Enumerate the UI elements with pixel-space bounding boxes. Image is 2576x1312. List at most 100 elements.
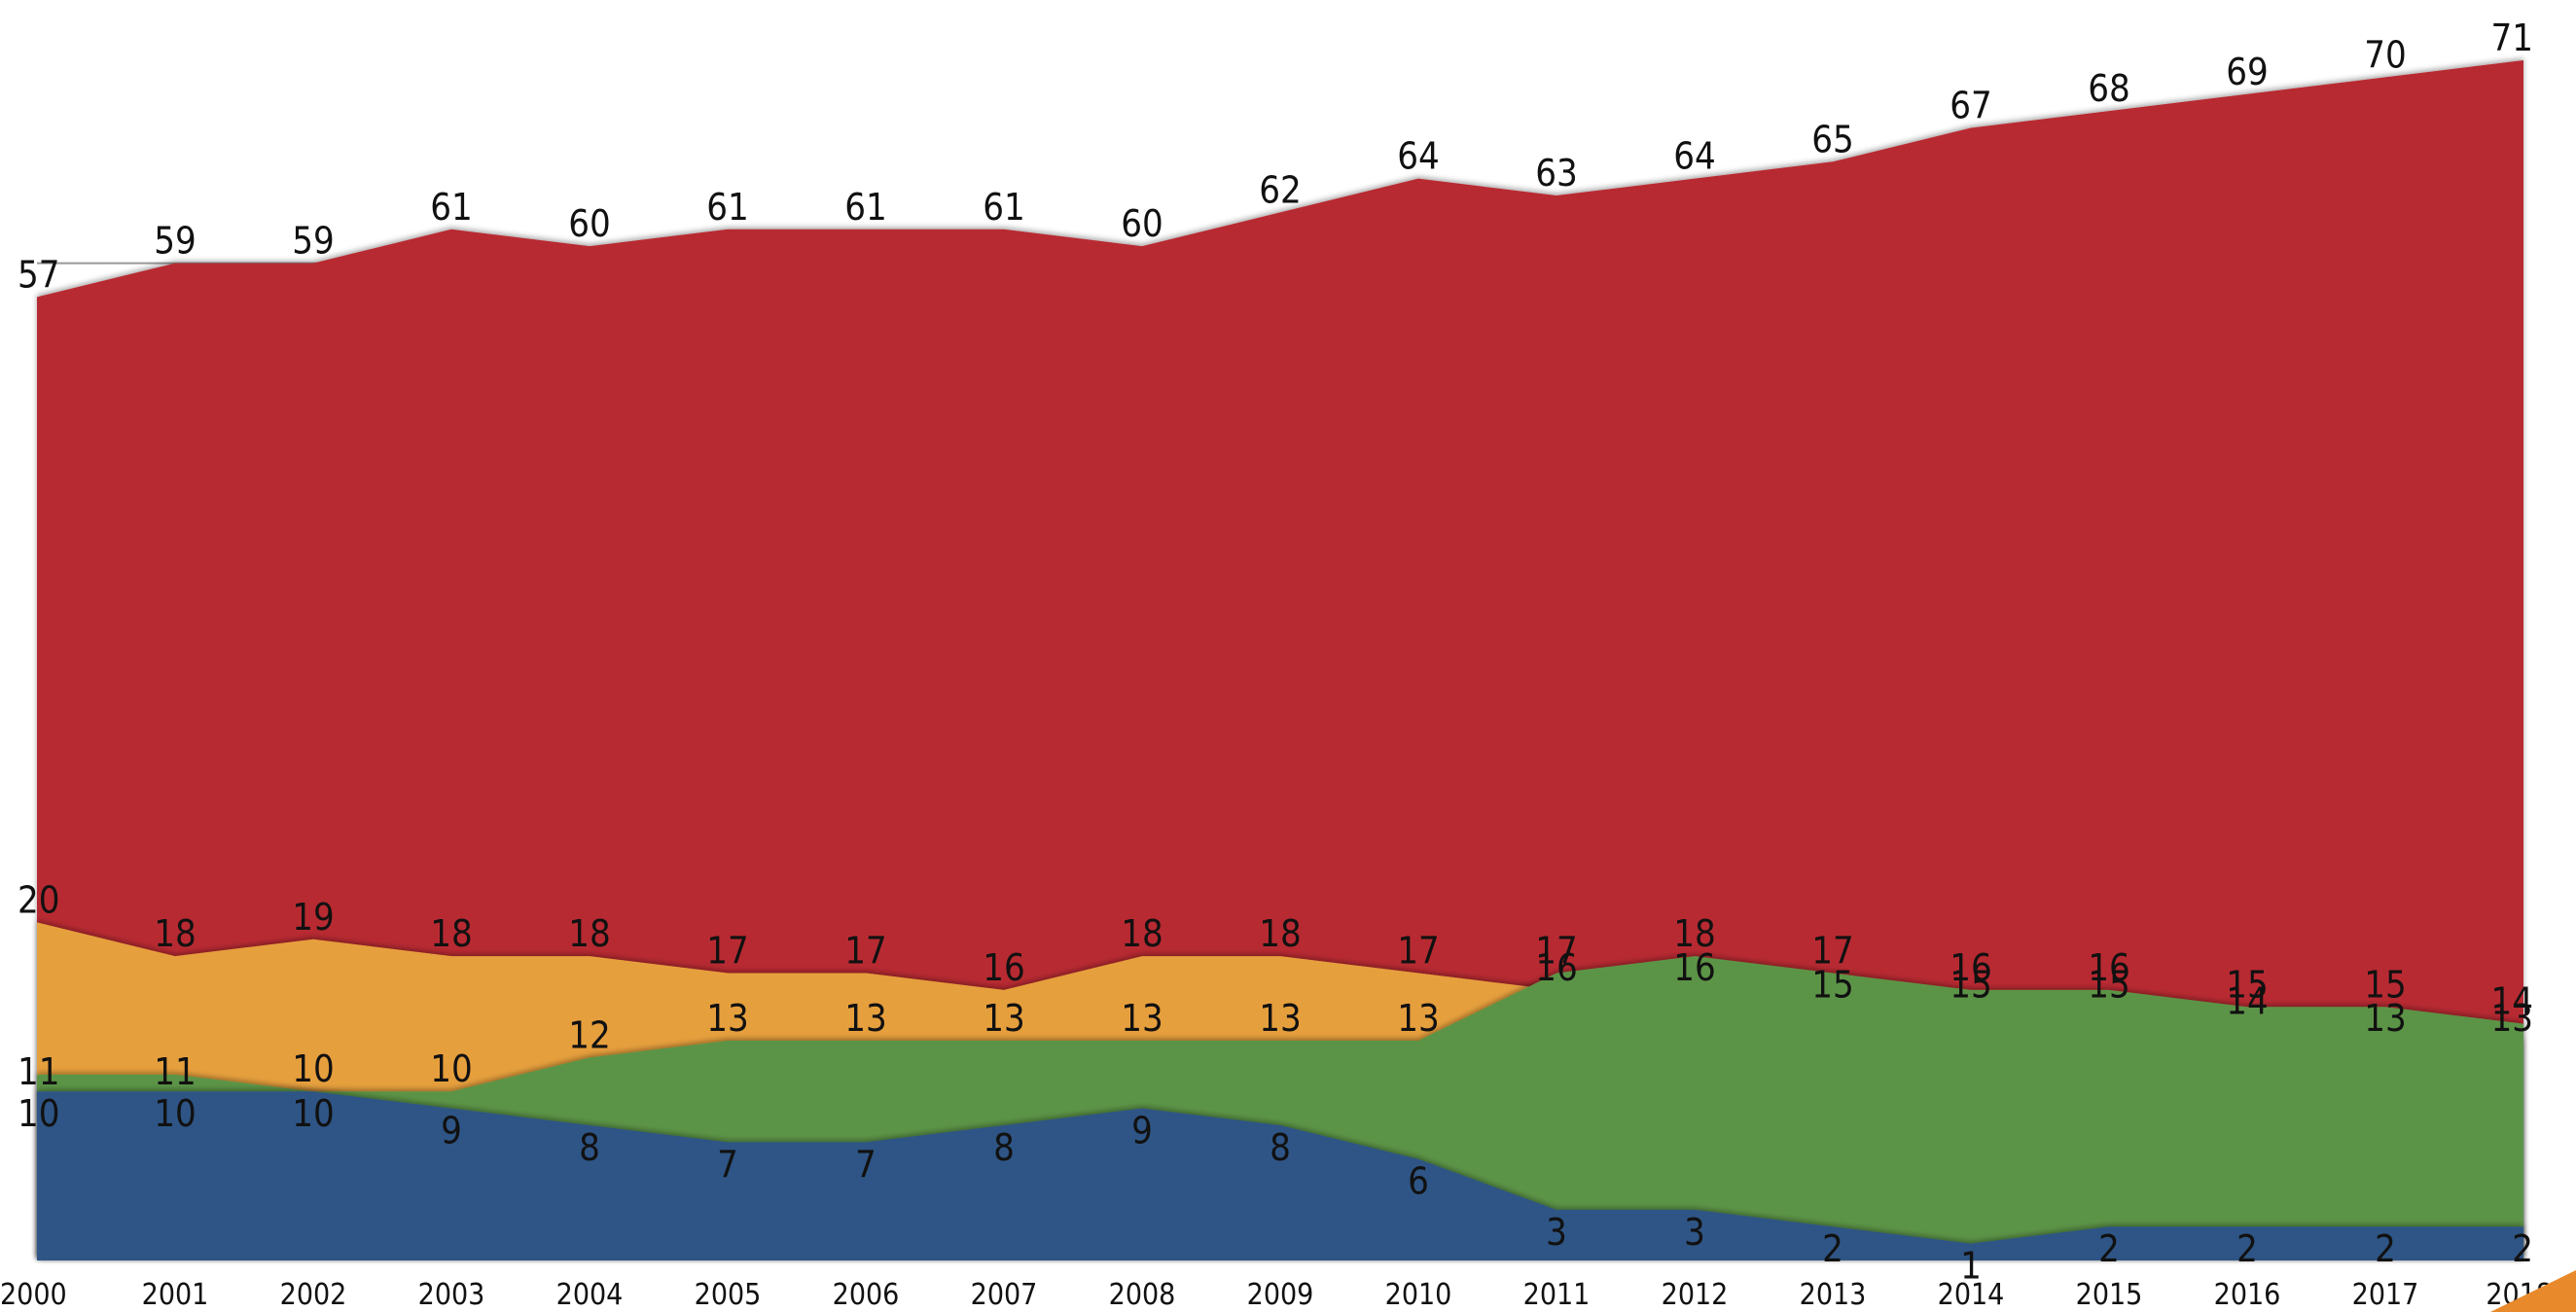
x-tick-label: 2010 — [1385, 1278, 1452, 1312]
data-label: 16 — [1950, 946, 1992, 989]
data-label: 70 — [2364, 33, 2407, 76]
data-label: 14 — [2491, 980, 2534, 1023]
x-tick-label: 2011 — [1523, 1278, 1591, 1312]
data-label: 7 — [717, 1143, 738, 1186]
corner-accent-shape — [2490, 1270, 2576, 1312]
data-label: 13 — [2364, 997, 2407, 1040]
data-label: 17 — [706, 930, 749, 973]
data-label: 65 — [1811, 118, 1854, 160]
data-label: 19 — [292, 896, 335, 939]
data-label: 10 — [18, 1092, 60, 1135]
data-label: 60 — [568, 202, 611, 245]
data-label: 17 — [844, 930, 887, 973]
data-label: 69 — [2226, 51, 2269, 93]
data-label: 10 — [154, 1092, 197, 1135]
data-label: 6 — [1408, 1160, 1429, 1203]
data-label: 18 — [568, 912, 611, 955]
series-area-3 — [37, 1091, 2523, 1260]
data-label: 1 — [1960, 1245, 1982, 1288]
data-label: 10 — [292, 1092, 335, 1135]
data-label: 18 — [430, 912, 473, 955]
data-label: 17 — [1397, 930, 1440, 973]
x-tick-label: 2001 — [142, 1278, 209, 1312]
x-tick-label: 2015 — [2076, 1278, 2143, 1312]
x-tick-label: 2007 — [971, 1278, 1038, 1312]
x-tick-label: 2003 — [418, 1278, 485, 1312]
data-label: 2 — [2512, 1227, 2533, 1270]
data-label: 10 — [430, 1047, 473, 1090]
data-label: 13 — [706, 997, 749, 1040]
data-label: 59 — [154, 220, 197, 263]
data-label: 16 — [983, 946, 1025, 989]
data-label: 2 — [2236, 1227, 2258, 1270]
data-label: 7 — [855, 1143, 877, 1186]
data-label: 18 — [1259, 912, 1302, 955]
data-label: 9 — [1131, 1110, 1153, 1152]
data-label: 13 — [2491, 997, 2534, 1040]
x-axis-ticks: 2000 2001 2002 2003 2004 2005 2006 2007 2008 2009… — [0, 1278, 2553, 1312]
data-label: 18 — [1121, 912, 1163, 955]
data-label: 16 — [2088, 946, 2130, 989]
data-label: 13 — [844, 997, 887, 1040]
data-label: 8 — [579, 1126, 600, 1169]
data-label: 13 — [1259, 997, 1302, 1040]
data-label: 18 — [1673, 912, 1716, 955]
data-label: 61 — [706, 186, 749, 229]
data-label: 61 — [983, 186, 1025, 229]
data-label: 3 — [1546, 1211, 1567, 1254]
data-label: 13 — [1397, 997, 1440, 1040]
data-label: 2 — [2098, 1227, 2120, 1270]
data-label: 16 — [1673, 946, 1716, 989]
x-tick-label: 2012 — [1662, 1278, 1729, 1312]
series-areas — [37, 60, 2523, 1260]
data-label: 18 — [154, 912, 197, 955]
data-label: 15 — [1950, 963, 1992, 1006]
data-label: 15 — [1811, 963, 1854, 1006]
data-label: 67 — [1950, 85, 1992, 127]
series-area-0 — [37, 60, 2523, 1260]
data-label: 9 — [441, 1110, 462, 1152]
x-tick-label: 2016 — [2214, 1278, 2281, 1312]
data-label: 20 — [18, 878, 60, 921]
data-label: 62 — [1259, 168, 1302, 211]
data-label: 68 — [2088, 67, 2130, 110]
data-label: 8 — [993, 1126, 1015, 1169]
data-label: 17 — [1535, 930, 1578, 973]
x-tick-label: 2014 — [1938, 1278, 2005, 1312]
data-label: 64 — [1673, 135, 1716, 178]
data-label: 15 — [2226, 963, 2269, 1006]
x-tick-label: 2013 — [1800, 1278, 1867, 1312]
x-tick-label: 2005 — [695, 1278, 762, 1312]
data-label: 59 — [292, 220, 335, 263]
data-label: 12 — [568, 1013, 611, 1056]
data-label: 64 — [1397, 135, 1440, 178]
data-label: 13 — [1121, 997, 1163, 1040]
x-tick-label: 2002 — [280, 1278, 347, 1312]
data-label: 15 — [2088, 963, 2130, 1006]
data-label: 57 — [18, 253, 60, 296]
data-label: 11 — [18, 1050, 60, 1093]
x-tick-label: 2017 — [2352, 1278, 2419, 1312]
x-tick-label: 2008 — [1109, 1278, 1176, 1312]
data-label: 3 — [1684, 1211, 1705, 1254]
x-tick-label: 2006 — [833, 1278, 900, 1312]
data-label: 13 — [983, 997, 1025, 1040]
data-label: 63 — [1535, 152, 1578, 195]
data-label: 2 — [2375, 1227, 2396, 1270]
x-tick-label: 2004 — [556, 1278, 624, 1312]
data-label: 11 — [154, 1050, 197, 1093]
data-label: 2 — [1822, 1227, 1843, 1270]
data-label: 15 — [2364, 963, 2407, 1006]
data-label: 16 — [1535, 946, 1578, 989]
data-label: 17 — [1811, 930, 1854, 973]
data-label: 8 — [1270, 1126, 1291, 1169]
data-label: 60 — [1121, 202, 1163, 245]
x-tick-label: 2009 — [1247, 1278, 1314, 1312]
data-label: 61 — [430, 186, 473, 229]
data-label: 61 — [844, 186, 887, 229]
data-label: 10 — [292, 1047, 335, 1090]
x-tick-label: 2000 — [0, 1278, 67, 1312]
data-label: 71 — [2491, 17, 2534, 59]
